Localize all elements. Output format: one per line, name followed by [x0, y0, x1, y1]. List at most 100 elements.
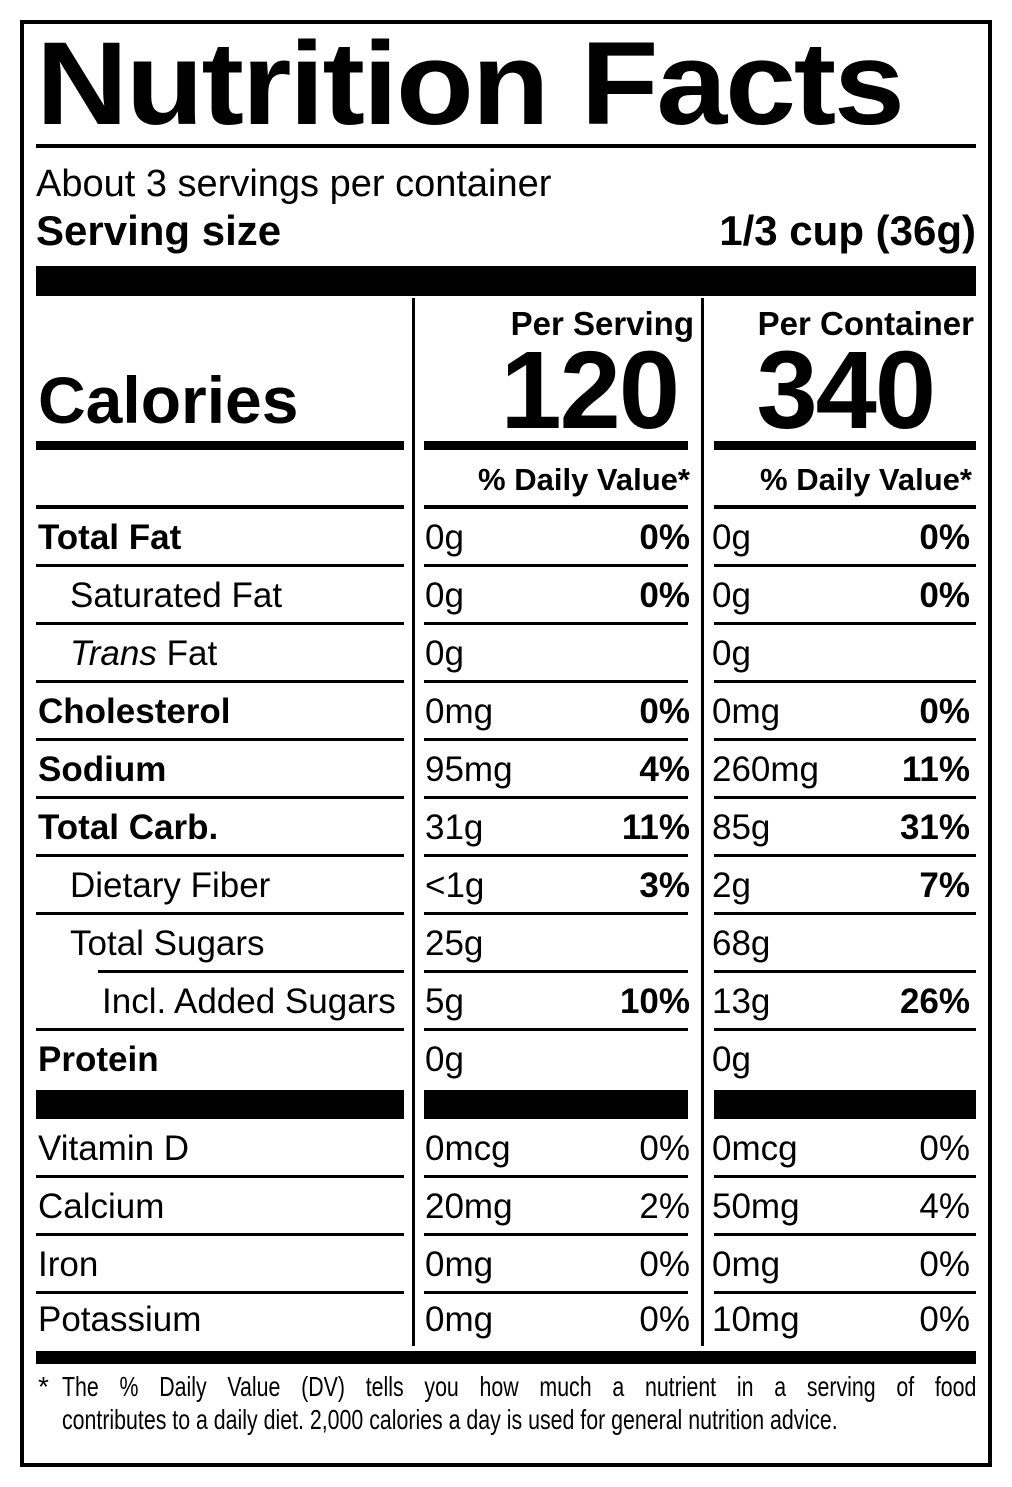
nutrient-name: Total Sugars [70, 924, 265, 963]
per-serving-daily-value: 0% [639, 518, 690, 557]
nutrient-row: Total Sugars 25g 68g [36, 915, 976, 973]
nutrient-row: Dietary Fiber <1g 3% 2g 7% [36, 857, 976, 915]
nutrient-row: Sodium 95mg 4% 260mg 11% [36, 741, 976, 799]
per-container-amount: 260mg [712, 750, 820, 789]
nutrient-name-cell: Vitamin D [36, 1120, 412, 1178]
calories-underbar-right [701, 441, 976, 450]
per-container-daily-value: 26% [899, 982, 970, 1021]
micronutrient-row: Potassium 0mg 0% 10mg 0% [36, 1294, 976, 1346]
per-serving-amount: 0mg [425, 1300, 494, 1339]
per-serving-amount: 31g [425, 808, 484, 847]
per-container-cell: 0mg 0% [701, 683, 976, 741]
nutrition-facts-label: Nutrition Facts About 3 servings per con… [20, 20, 992, 1467]
per-serving-cell: <1g 3% [412, 857, 701, 915]
nutrient-row: Cholesterol 0mg 0% 0mg 0% [36, 683, 976, 741]
nutrient-name: Potassium [38, 1300, 202, 1339]
per-serving-daily-value: 0% [639, 692, 690, 731]
per-container-daily-value: 0% [919, 1129, 970, 1168]
serving-size-label: Serving size [36, 207, 282, 254]
nutrient-name-cell: Total Carb. [36, 799, 412, 857]
per-serving-amount: <1g [425, 866, 485, 905]
per-serving-cell: 25g [412, 915, 701, 973]
per-container-cell: 50mg 4% [701, 1178, 976, 1236]
nutrient-row: Saturated Fat 0g 0% 0g 0% [36, 567, 976, 625]
per-container-dv-header: % Daily Value* [701, 450, 976, 509]
nutrient-name: Iron [38, 1245, 99, 1284]
per-serving-cell: 0mg 0% [412, 683, 701, 741]
per-container-amount: 10mg [712, 1300, 800, 1339]
per-container-amount: 0mg [712, 1245, 781, 1284]
title-divider [36, 144, 976, 148]
calories-underbar-mid [412, 441, 701, 450]
per-container-cell: 260mg 11% [701, 741, 976, 799]
serving-size-row: Serving size 1/3 cup (36g) [36, 208, 976, 254]
per-serving-cell: 0g [412, 1031, 701, 1089]
nutrient-name: Protein [38, 1040, 159, 1079]
per-serving-cell: 31g 11% [412, 799, 701, 857]
per-container-amount: 85g [712, 808, 771, 847]
per-serving-daily-value: 10% [619, 982, 690, 1021]
per-serving-daily-value: 2% [639, 1187, 690, 1226]
nutrient-name-cell: Iron [36, 1236, 412, 1294]
per-serving-cell: 5g 10% [412, 973, 701, 1031]
nutrient-name: Trans Fat [70, 634, 218, 673]
per-container-cell: 13g 26% [701, 973, 976, 1031]
calories-label-column: Calories [36, 298, 412, 509]
separator-bar-mid [412, 1089, 701, 1120]
per-serving-column: Per Serving 120 % Daily Value* [412, 298, 701, 509]
nutrient-name-cell: Cholesterol [36, 683, 412, 741]
nutrient-name: Sodium [38, 750, 167, 789]
per-container-daily-value: 0% [919, 518, 970, 557]
nutrient-name-cell: Potassium [36, 1294, 412, 1346]
per-container-cell: 0mg 0% [701, 1236, 976, 1294]
footnote-text: The % Daily Value (DV) tells you how muc… [62, 1370, 976, 1436]
nutrient-name-cell: Incl. Added Sugars [36, 973, 412, 1031]
per-container-cell: 0mcg 0% [701, 1120, 976, 1178]
calories-label: Calories [38, 363, 299, 437]
per-serving-daily-value: 0% [639, 576, 690, 615]
thick-bar-top [36, 266, 976, 296]
nutrient-row: Total Carb. 31g 11% 85g 31% [36, 799, 976, 857]
per-serving-amount: 0g [425, 576, 464, 615]
per-serving-amount: 5g [425, 982, 464, 1021]
footnote-line-1: The % Daily Value (DV) tells you how muc… [62, 1371, 977, 1402]
per-container-amount: 50mg [712, 1187, 800, 1226]
per-serving-amount: 0mcg [425, 1129, 511, 1168]
per-container-cell: 0g [701, 1031, 976, 1089]
nutrient-name-cell: Calcium [36, 1178, 412, 1236]
separator-bar-right [701, 1089, 976, 1120]
column-divider-2 [701, 298, 704, 1346]
nutrient-rows: Total Fat 0g 0% 0g 0% Saturated Fat 0g 0% 0g 0% Tr… [36, 509, 976, 1089]
separator-bar-row [36, 1089, 976, 1120]
per-serving-daily-value: 0% [639, 1129, 690, 1168]
per-container-cell: 0g 0% [701, 567, 976, 625]
per-serving-amount: 0g [425, 634, 464, 673]
per-serving-daily-value: 4% [639, 750, 690, 789]
per-serving-daily-value: 0% [639, 1300, 690, 1339]
per-container-header: Per Container [757, 305, 974, 342]
per-container-daily-value: 0% [919, 1245, 970, 1284]
per-serving-amount: 0mg [425, 1245, 494, 1284]
nutrient-row: Trans Fat 0g 0g [36, 625, 976, 683]
per-serving-cell: 0g 0% [412, 509, 701, 567]
per-container-daily-value: 4% [919, 1187, 970, 1226]
per-container-column: Per Container 340 % Daily Value* [701, 298, 976, 509]
per-serving-cell: 0g 0% [412, 567, 701, 625]
per-serving-cell: 0g [412, 625, 701, 683]
dv-header-spacer [36, 450, 412, 509]
per-container-amount: 0mg [712, 692, 781, 731]
nutrient-name: Saturated Fat [70, 576, 283, 615]
per-container-cell: 10mg 0% [701, 1294, 976, 1346]
footnote-line-2: contributes to a daily diet. 2,000 calor… [62, 1404, 838, 1435]
per-container-cell: 2g 7% [701, 857, 976, 915]
nutrient-name-cell: Saturated Fat [36, 567, 412, 625]
per-container-daily-value: 0% [919, 1300, 970, 1339]
per-serving-cell: 0mg 0% [412, 1294, 701, 1346]
label-title: Nutrition Facts [36, 24, 976, 144]
calories-underbar-left [36, 441, 412, 450]
nutrient-name-cell: Total Fat [36, 509, 412, 567]
micronutrient-rows: Vitamin D 0mcg 0% 0mcg 0% Calcium 20mg 2% 50mg 4%… [36, 1120, 976, 1346]
nutrient-row: Protein 0g 0g [36, 1031, 976, 1089]
micronutrient-row: Calcium 20mg 2% 50mg 4% [36, 1178, 976, 1236]
